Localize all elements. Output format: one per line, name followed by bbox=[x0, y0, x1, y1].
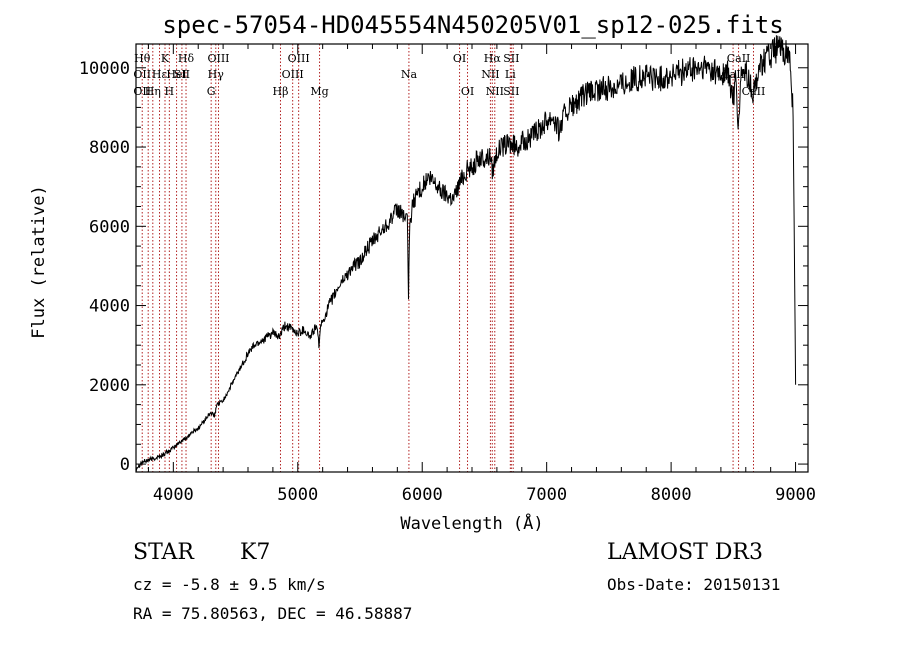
plot-frame bbox=[135, 43, 809, 473]
line-label: Hδ bbox=[178, 52, 195, 65]
series-group bbox=[135, 35, 797, 472]
line-label: G bbox=[207, 85, 216, 98]
tick-label-group: 4000 5000 6000 7000 8000 9000 0 2000 4000 6000 800… bbox=[79, 59, 816, 505]
line-label: OIII bbox=[282, 68, 304, 81]
line-label: SII bbox=[503, 85, 519, 98]
x-tick-label: 5000 bbox=[277, 485, 318, 505]
line-label: Hβ bbox=[273, 85, 289, 98]
line-label: H bbox=[165, 85, 175, 98]
line-label: Mg bbox=[310, 85, 328, 98]
spectral-subclass: K7 bbox=[240, 540, 271, 565]
y-tick-label: 10000 bbox=[79, 59, 130, 79]
line-marker-group bbox=[141, 44, 754, 472]
y-tick-label: 0 bbox=[120, 455, 130, 475]
object-class: STAR bbox=[133, 540, 194, 565]
line-label: OIII bbox=[288, 52, 310, 65]
line-label: OII bbox=[133, 85, 151, 98]
y-axis-label: Flux (relative) bbox=[29, 185, 49, 339]
line-label: HeI bbox=[166, 68, 186, 81]
line-label: CaII bbox=[727, 52, 751, 65]
line-label: OII bbox=[133, 68, 151, 81]
x-tick-label: 8000 bbox=[651, 485, 692, 505]
line-label: Hγ bbox=[208, 68, 225, 81]
survey-name: LAMOST DR3 bbox=[607, 540, 763, 565]
redshift-velocity: cz = -5.8 ± 9.5 km/s bbox=[133, 575, 326, 594]
line-label: SII bbox=[503, 52, 519, 65]
y-tick-label: 6000 bbox=[89, 217, 130, 237]
y-tick-label: 2000 bbox=[89, 376, 130, 396]
y-tick-label: 4000 bbox=[89, 297, 130, 317]
line-label: NII bbox=[481, 68, 499, 81]
line-label: OI bbox=[453, 52, 466, 65]
observation-date: Obs-Date: 20150131 bbox=[607, 575, 781, 594]
line-label: Hα bbox=[484, 52, 502, 65]
line-label: SII bbox=[174, 68, 190, 81]
line-label: Na bbox=[401, 68, 418, 81]
line-label: Hη bbox=[145, 85, 161, 98]
tick-group bbox=[136, 44, 808, 472]
y-tick-label: 8000 bbox=[89, 138, 130, 158]
line-label: Li bbox=[505, 68, 516, 81]
x-tick-label: 4000 bbox=[153, 485, 194, 505]
line-label: Hε bbox=[152, 68, 168, 81]
chart-title: spec-57054-HD045554N450205V01_sp12-025.f… bbox=[162, 11, 783, 39]
line-label: Hθ bbox=[134, 52, 151, 65]
line-label: OIII bbox=[207, 52, 229, 65]
x-tick-label: 9000 bbox=[775, 485, 816, 505]
line-label: K bbox=[161, 52, 170, 65]
line-label: NII bbox=[486, 85, 504, 98]
x-axis-label: Wavelength (Å) bbox=[400, 512, 543, 534]
x-tick-label: 7000 bbox=[526, 485, 567, 505]
spectrum-series bbox=[135, 35, 797, 472]
x-tick-label: 6000 bbox=[402, 485, 443, 505]
line-label: OI bbox=[461, 85, 474, 98]
coordinates: RA = 75.80563, DEC = 46.58887 bbox=[133, 604, 413, 623]
